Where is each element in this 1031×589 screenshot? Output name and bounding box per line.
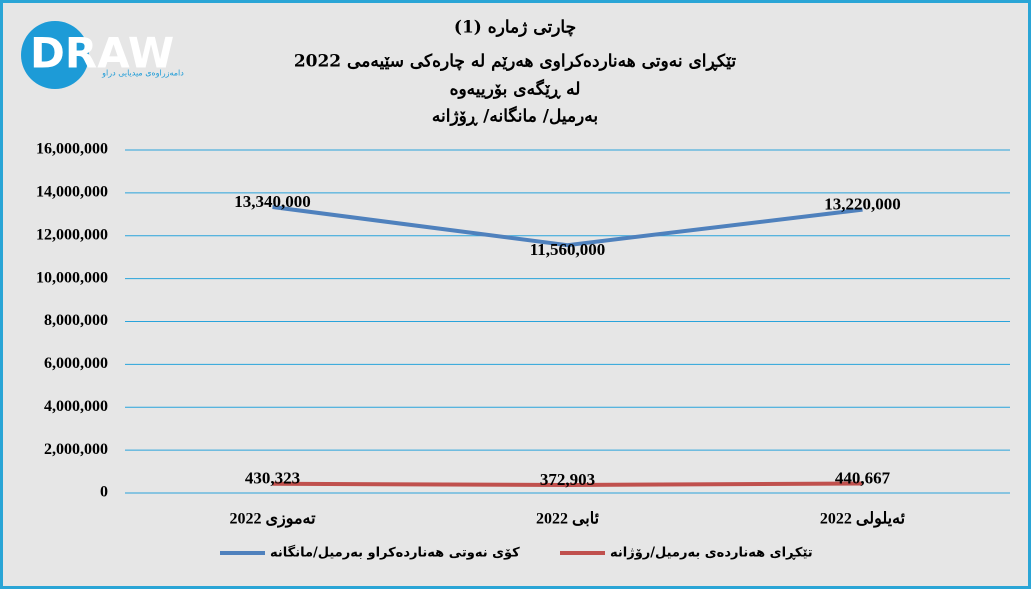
data-label: 11,560,000 bbox=[530, 240, 606, 259]
series-line bbox=[272, 205, 863, 248]
y-tick-label: 0 bbox=[100, 484, 108, 501]
x-tick-label: ئەیلولی 2022 bbox=[820, 511, 905, 529]
legend-label: کۆی نەوتی هەناردەکراو بەرمیل/مانگانە bbox=[270, 545, 520, 561]
logo: DRAW دامەزراوەی میدیایی دراو bbox=[21, 21, 184, 89]
y-tick-label: 6,000,000 bbox=[44, 355, 108, 372]
data-label: 13,220,000 bbox=[824, 195, 901, 214]
y-tick-label: 12,000,000 bbox=[36, 226, 108, 243]
logo-text: DRAW bbox=[30, 29, 174, 78]
series-line bbox=[272, 481, 863, 488]
data-label: 430,323 bbox=[245, 469, 300, 488]
x-tick-label: ئابی 2022 bbox=[536, 511, 599, 528]
y-tick-label: 10,000,000 bbox=[36, 269, 108, 286]
data-label: 440,667 bbox=[835, 468, 891, 487]
chart-title: بەرمیل/ مانگانە/ ڕۆژانە bbox=[432, 106, 598, 127]
legend-label: تێکڕای هەناردەی بەرمیل/رۆژانە bbox=[610, 546, 813, 561]
x-tick-label: تەموزی 2022 bbox=[229, 511, 316, 529]
y-tick-label: 14,000,000 bbox=[36, 184, 108, 201]
logo-tagline: دامەزراوەی میدیایی دراو bbox=[101, 69, 184, 78]
y-tick-label: 16,000,000 bbox=[36, 141, 108, 158]
data-label: 13,340,000 bbox=[234, 192, 311, 211]
y-tick-label: 8,000,000 bbox=[44, 312, 108, 329]
y-tick-label: 4,000,000 bbox=[44, 398, 108, 415]
y-tick-label: 2,000,000 bbox=[44, 441, 108, 458]
chart-title: تێکڕای نەوتی هەناردەکراوی هەرێم لە چارەک… bbox=[294, 52, 737, 72]
chart-title: لە ڕێگەی بۆرییەوە bbox=[450, 79, 581, 100]
chart-title: چارتی ژمارە (1) bbox=[454, 18, 576, 38]
logo-circle bbox=[21, 21, 89, 89]
data-label: 372,903 bbox=[540, 470, 595, 489]
